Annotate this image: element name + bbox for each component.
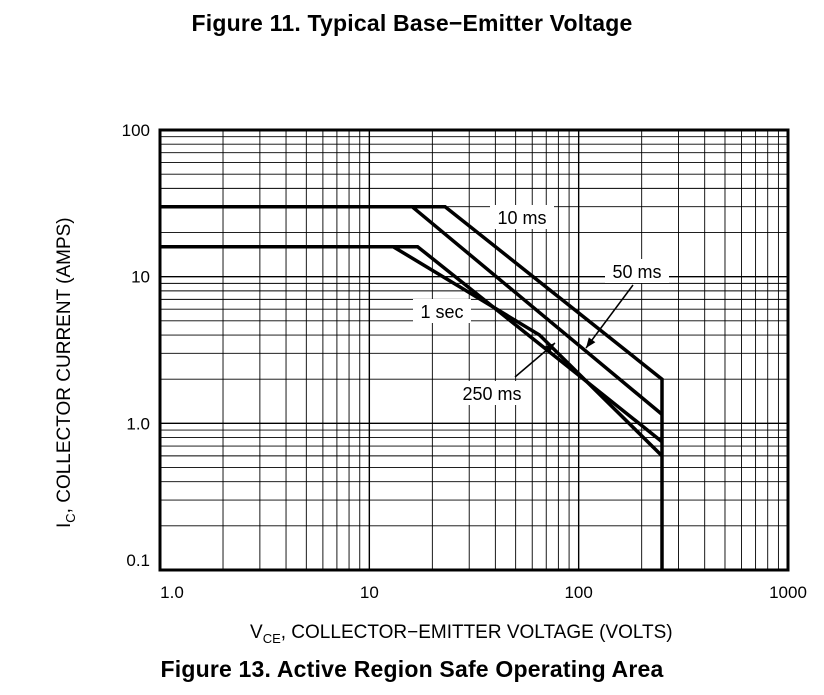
plot-frame — [158, 128, 790, 572]
y-axis-label: IC, COLLECTOR CURRENT (AMPS) — [54, 217, 78, 528]
figure-11-title: Figure 11. Typical Base−Emitter Voltage — [191, 10, 633, 36]
x-tick-label: 1.0 — [160, 583, 184, 602]
soa-curve-1 — [160, 204, 664, 570]
x-tick-label: 100 — [564, 583, 592, 602]
tick-labels: 1.0 10 100 1000 0.1 1.0 10 100 — [122, 121, 807, 602]
chart-curves — [160, 204, 664, 570]
y-tick-label: 1.0 — [126, 414, 150, 433]
curve-label: 50 ms — [612, 262, 661, 282]
x-axis-label: VCE, COLLECTOR−EMITTER VOLTAGE (VOLTS) — [250, 622, 673, 646]
curve-label: 250 ms — [462, 384, 521, 404]
curve-label-bg — [454, 381, 530, 405]
curve-label: 1 sec — [420, 302, 463, 322]
chart-grid — [160, 130, 788, 570]
soa-curve-3 — [160, 244, 664, 444]
arrow-250ms-head — [544, 343, 555, 353]
curve-label-bg — [490, 205, 554, 229]
x-tick-label: 1000 — [769, 583, 807, 602]
soa-curve-2 — [160, 204, 664, 416]
y-tick-label: 100 — [122, 121, 150, 140]
curve-labels: 10 ms 50 ms 1 sec 250 ms — [413, 205, 669, 405]
figure-13-title: Figure 13. Active Region Safe Operating … — [160, 656, 664, 682]
x-tick-label: 10 — [360, 583, 379, 602]
arrow-50ms-head — [586, 337, 596, 348]
curve-label-bg — [413, 299, 471, 323]
soa-curve-4 — [160, 244, 664, 458]
arrow-50ms — [585, 284, 634, 349]
curve-label: 10 ms — [497, 208, 546, 228]
y-tick-label: 0.1 — [126, 551, 150, 570]
curve-label-bg — [605, 259, 669, 283]
y-tick-label: 10 — [131, 268, 150, 287]
